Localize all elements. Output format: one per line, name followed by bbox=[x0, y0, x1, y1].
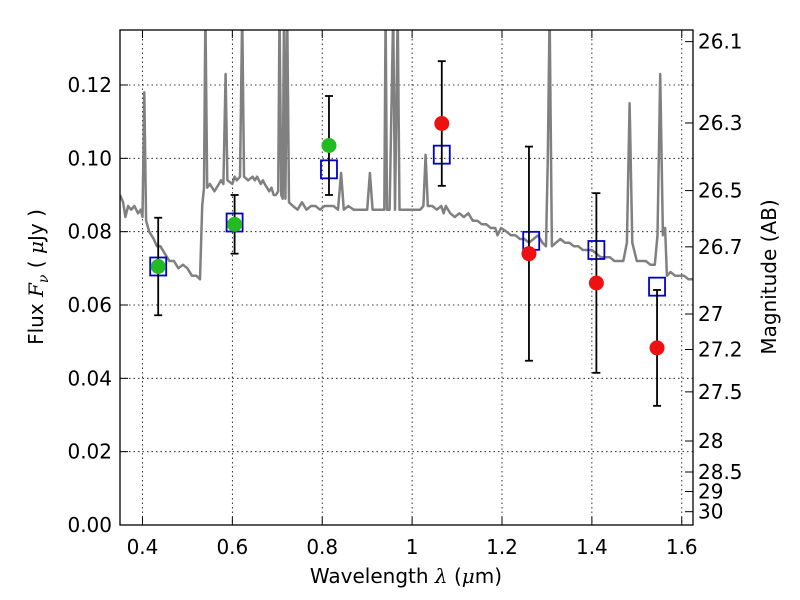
red-data-point bbox=[521, 246, 537, 262]
red-data-point bbox=[434, 116, 450, 131]
mag-tick-label: 26.5 bbox=[698, 179, 743, 203]
green-data-point bbox=[227, 216, 243, 232]
x-tick-label: 1 bbox=[406, 535, 419, 559]
mag-tick-label: 28 bbox=[698, 429, 723, 453]
y-tick-label: 0.00 bbox=[67, 513, 112, 537]
mag-tick-label: 26.3 bbox=[698, 111, 743, 135]
x-tick-label: 0.6 bbox=[216, 535, 248, 559]
y2-axis-title: Magnitude (AB) bbox=[757, 199, 781, 354]
red-data-point bbox=[588, 275, 604, 291]
x-tick-label: 1.2 bbox=[486, 535, 518, 559]
mag-tick-label: 27.2 bbox=[698, 338, 743, 362]
mag-tick-label: 27.5 bbox=[698, 380, 743, 404]
axis-ticks: 0.4 0.6 0.8 1 1.2 1.4 1.6 0.00 0.02 0.04 0.06 0.08 0… bbox=[67, 30, 742, 559]
plot-frame bbox=[119, 29, 694, 526]
mag-tick-label: 28.5 bbox=[698, 460, 743, 484]
y-tick-label: 0.02 bbox=[67, 440, 112, 464]
x-axis-title: Wavelength λ (μm) bbox=[310, 564, 502, 588]
plot-area bbox=[120, 30, 693, 407]
y-tick-label: 0.06 bbox=[67, 293, 112, 317]
y-axis-title: Flux Fν ( μJy ) bbox=[24, 209, 52, 345]
y-tick-label: 0.10 bbox=[67, 146, 112, 170]
mag-tick-label: 27 bbox=[698, 302, 723, 326]
x-tick-label: 0.4 bbox=[127, 535, 159, 559]
x-tick-label: 1.4 bbox=[576, 535, 608, 559]
y-tick-label: 0.12 bbox=[67, 73, 112, 97]
x-tick-label: 1.6 bbox=[666, 535, 698, 559]
x-tick-label: 0.8 bbox=[306, 535, 338, 559]
y-tick-label: 0.08 bbox=[67, 220, 112, 244]
green-data-point bbox=[321, 138, 337, 153]
red-data-point bbox=[649, 340, 665, 356]
mag-tick-label: 29 bbox=[698, 480, 723, 504]
mag-tick-label: 26.7 bbox=[698, 235, 743, 259]
y-tick-label: 0.04 bbox=[67, 366, 112, 390]
model-spectrum-line bbox=[120, 30, 693, 281]
mag-tick-label: 26.1 bbox=[698, 30, 743, 54]
green-data-point bbox=[150, 259, 166, 274]
grid-lines bbox=[120, 30, 693, 525]
mag-tick-label: 30 bbox=[698, 500, 723, 524]
